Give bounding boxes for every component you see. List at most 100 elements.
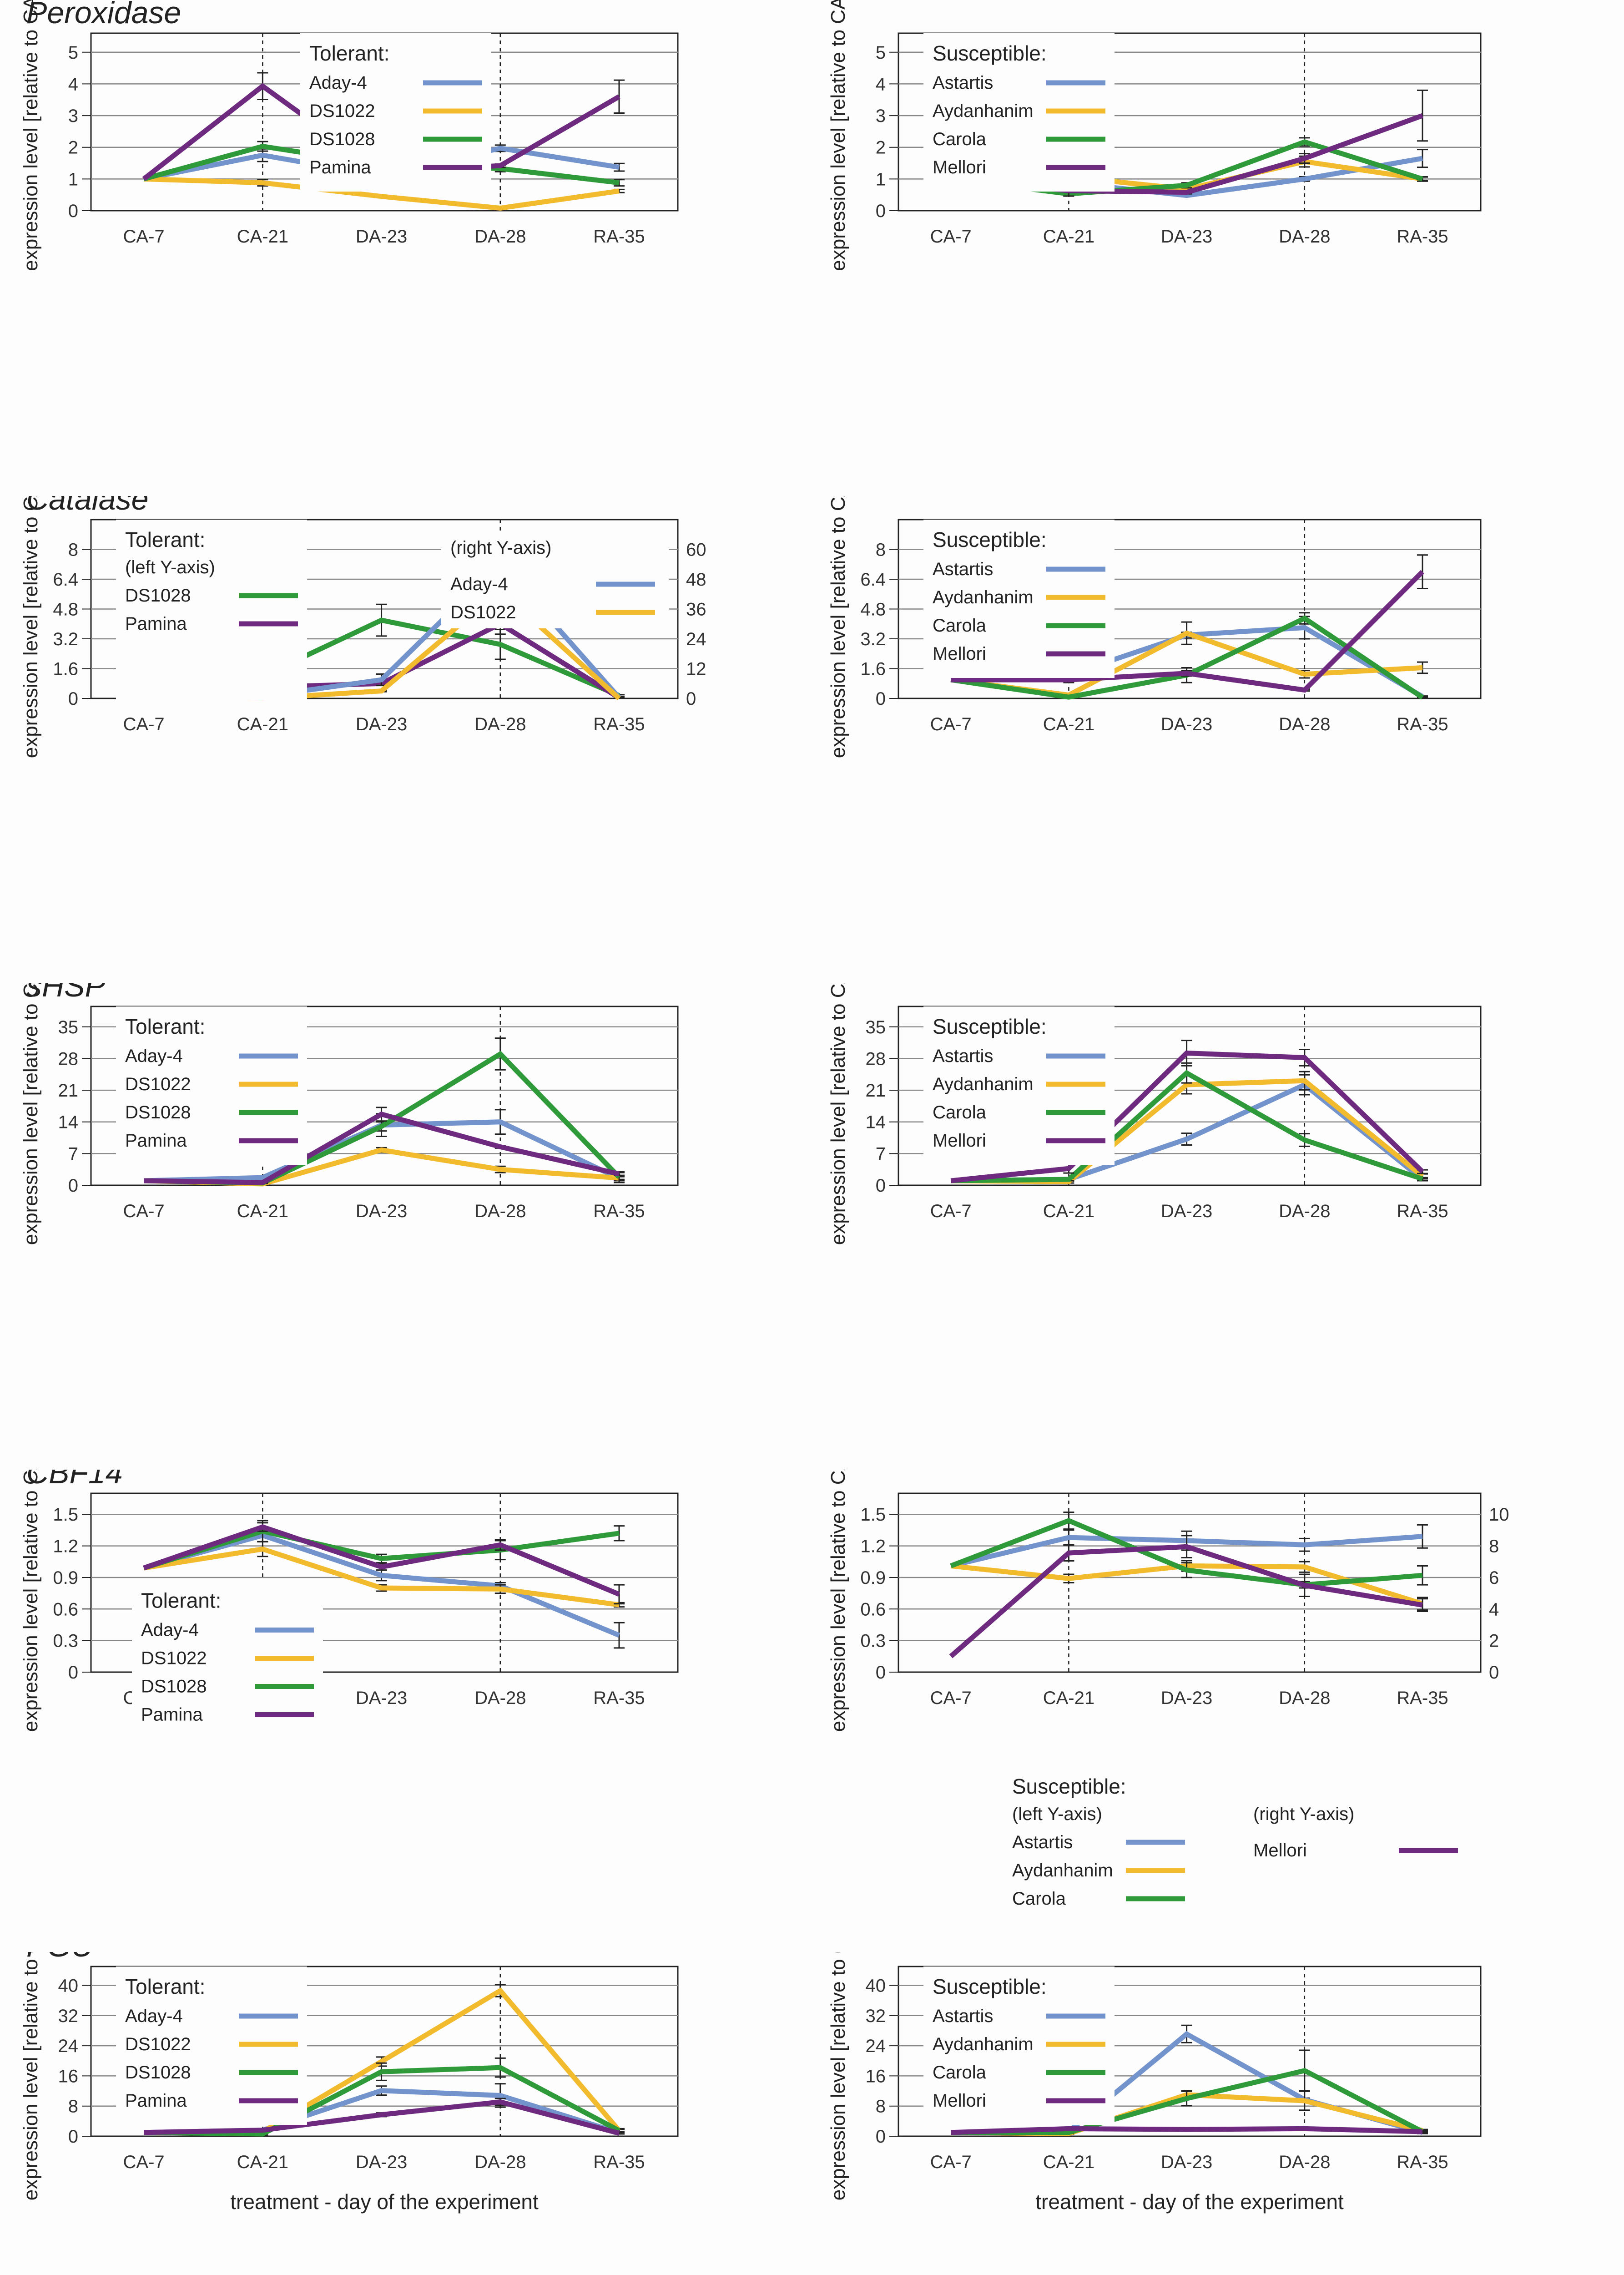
y-tick-label: 2 bbox=[68, 138, 78, 158]
x-tick-label: RA-35 bbox=[1397, 714, 1448, 734]
y-tick-label: 16 bbox=[58, 2066, 79, 2086]
legend-label: DS1022 bbox=[125, 2034, 191, 2054]
x-tick-label: DA-28 bbox=[474, 1201, 526, 1221]
y-tick-label: 0 bbox=[68, 1176, 78, 1196]
series-pamina bbox=[143, 1522, 625, 1605]
legend-label: Astartis bbox=[933, 73, 993, 93]
y-tick-label: 4.8 bbox=[860, 600, 886, 620]
y-axis-label: expression level [relative to CA-7] bbox=[827, 983, 849, 1245]
x-tick-label: CA-7 bbox=[930, 1201, 972, 1221]
y-axis-label: expression level [relative to CA-7] bbox=[827, 1952, 849, 2200]
legend-label: Carola bbox=[933, 1102, 987, 1122]
x-tick-label: DA-23 bbox=[356, 2152, 407, 2172]
legend-label: Pamina bbox=[141, 1705, 203, 1725]
y-axis-label: expression level [relative to CA-7] bbox=[20, 1470, 42, 1732]
x-tick-label: CA-7 bbox=[930, 1688, 972, 1708]
legend: Susceptible: Astartis Aydanhanim Carola Mell… bbox=[923, 520, 1115, 678]
y-tick-label: 5 bbox=[876, 43, 886, 63]
legend-label: Astartis bbox=[933, 559, 993, 579]
chart-pgu-susceptible: 0 8 16 24 32 40 CA-7 CA-21 DA-23 DA-28 RA-35 expres… bbox=[827, 1952, 1482, 2214]
legend-subtitle: (right Y-axis) bbox=[1253, 1804, 1354, 1824]
x-tick-label: RA-35 bbox=[593, 227, 645, 247]
chart-title: CBF14 bbox=[26, 1470, 123, 1490]
y-tick-label: 0 bbox=[876, 1176, 886, 1196]
y-tick-label: 4 bbox=[68, 74, 78, 94]
x-tick-label: DA-28 bbox=[1279, 227, 1330, 247]
chart-catalase-tolerant: Catalase 0 1.6 3.2 4.8 6.4 8 0 12 24 36 48 60 CA-7 CA-… bbox=[20, 496, 706, 758]
legend-label: Aydanhanim bbox=[933, 2034, 1034, 2054]
legend-label: Carola bbox=[933, 129, 987, 149]
y-tick-label: 1 bbox=[68, 169, 78, 189]
legend-label: Aday-4 bbox=[450, 574, 508, 594]
y-tick-label: 21 bbox=[58, 1081, 79, 1101]
y-tick-label: 2 bbox=[876, 138, 886, 158]
legend: Tolerant: Aday-4 DS1022 DS1028 Pamina bbox=[116, 1967, 307, 2125]
chart-peroxidase-susceptible: 0 1 2 3 4 5 CA-7 CA-21 DA-23 DA-28 RA-35 expression… bbox=[827, 0, 1482, 271]
y-tick-label: 7 bbox=[68, 1144, 78, 1164]
legend-label: Astartis bbox=[1012, 1832, 1073, 1852]
y2-tick-label: 24 bbox=[686, 629, 706, 649]
y-tick-label: 0.6 bbox=[860, 1599, 886, 1619]
x-tick-label: RA-35 bbox=[593, 714, 645, 734]
x-tick-label: CA-21 bbox=[237, 714, 288, 734]
y-tick-label: 0 bbox=[876, 689, 886, 709]
x-tick-label: DA-28 bbox=[474, 227, 526, 247]
chart-shsp-tolerant: sHSP 0 7 14 21 28 35 CA-7 CA-21 DA-23 DA-28 RA-35 ex… bbox=[20, 983, 679, 1245]
legend-label: Carola bbox=[1012, 1889, 1066, 1909]
plot-area bbox=[898, 1492, 1482, 1673]
chart-cbf14-susceptible: 0 0.3 0.6 0.9 1.2 1.5 0 2 4 6 8 10 CA-7 CA-21 DA-23 DA-… bbox=[827, 1470, 1509, 1947]
y-tick-label: 1.6 bbox=[53, 659, 78, 679]
legend-label: Astartis bbox=[933, 2006, 993, 2026]
legend: Susceptible: Astartis Aydanhanim Carola Mell… bbox=[923, 33, 1115, 192]
chart-cbf14-tolerant: CBF1400.30.60.91.21.5CA-7CA-21DA-23DA-28… bbox=[20, 1470, 679, 1739]
y-axis-label: expression level [relative to CA-7] bbox=[827, 496, 849, 758]
x-tick-label: DA-28 bbox=[1279, 1688, 1330, 1708]
x-tick-label: CA-7 bbox=[930, 714, 972, 734]
y2-tick-label: 8 bbox=[1489, 1537, 1499, 1557]
legend-label: Mellori bbox=[933, 1131, 986, 1151]
legend: Tolerant: Aday-4 DS1022 DS1028 Pamina bbox=[300, 33, 491, 192]
x-tick-label: CA-21 bbox=[1043, 1688, 1094, 1708]
x-tick-label: DA-23 bbox=[356, 227, 407, 247]
y-tick-label: 40 bbox=[866, 1976, 886, 1996]
legend-title: Susceptible: bbox=[933, 528, 1047, 551]
y-axis-label: expression level [relative to CA-7] bbox=[827, 0, 849, 271]
y-tick-label: 8 bbox=[68, 540, 78, 560]
x-tick-label: DA-28 bbox=[1279, 2152, 1330, 2172]
legend-label: DS1028 bbox=[125, 2063, 191, 2083]
y-tick-label: 1.6 bbox=[860, 659, 886, 679]
x-tick-label: RA-35 bbox=[593, 1688, 645, 1708]
x-axis-label: treatment - day of the experiment bbox=[1035, 2190, 1344, 2214]
legend: Susceptible: (left Y-axis) Astartis Aydanha… bbox=[1003, 1766, 1472, 1947]
y-tick-label: 14 bbox=[866, 1112, 886, 1132]
x-tick-label: DA-23 bbox=[1161, 714, 1212, 734]
y-tick-label: 0.9 bbox=[860, 1568, 886, 1588]
legend-label: Pamina bbox=[125, 2091, 187, 2111]
legend-label: Carola bbox=[933, 616, 987, 636]
y-axis-label: expression level [relative to CA-7] bbox=[20, 1952, 42, 2200]
y-tick-label: 0 bbox=[876, 2127, 886, 2147]
legend: Tolerant: Aday-4 DS1022 DS1028 Pamina bbox=[132, 1580, 323, 1739]
y2-tick-label: 12 bbox=[686, 659, 706, 679]
x-tick-label: CA-7 bbox=[123, 227, 165, 247]
x-tick-label: DA-28 bbox=[1279, 1201, 1330, 1221]
legend-label: Aday-4 bbox=[125, 1046, 183, 1066]
x-axis-label: treatment - day of the experiment bbox=[230, 2190, 539, 2214]
x-tick-label: DA-23 bbox=[1161, 2152, 1212, 2172]
y-tick-label: 8 bbox=[876, 540, 886, 560]
x-tick-label: DA-28 bbox=[474, 2152, 526, 2172]
y-tick-label: 3 bbox=[876, 106, 886, 126]
x-tick-label: CA-21 bbox=[1043, 227, 1094, 247]
legend-label: Mellori bbox=[933, 157, 986, 177]
y-tick-label: 16 bbox=[866, 2066, 886, 2086]
y-tick-label: 3.2 bbox=[860, 629, 886, 649]
legend-title: Susceptible: bbox=[933, 1975, 1047, 1998]
y-tick-label: 0 bbox=[68, 2127, 78, 2147]
series-pamina bbox=[143, 2098, 625, 2136]
legend-label: Aydanhanim bbox=[933, 587, 1034, 607]
legend-subtitle: (left Y-axis) bbox=[1012, 1804, 1102, 1824]
y-tick-label: 1.2 bbox=[860, 1537, 886, 1557]
chart-peroxidase-tolerant: Peroxidase 0 1 2 3 4 5 CA-7 CA-21 DA-23 DA-28 RA-35… bbox=[20, 0, 679, 271]
y-tick-label: 0 bbox=[68, 689, 78, 709]
x-tick-label: CA-21 bbox=[237, 227, 288, 247]
